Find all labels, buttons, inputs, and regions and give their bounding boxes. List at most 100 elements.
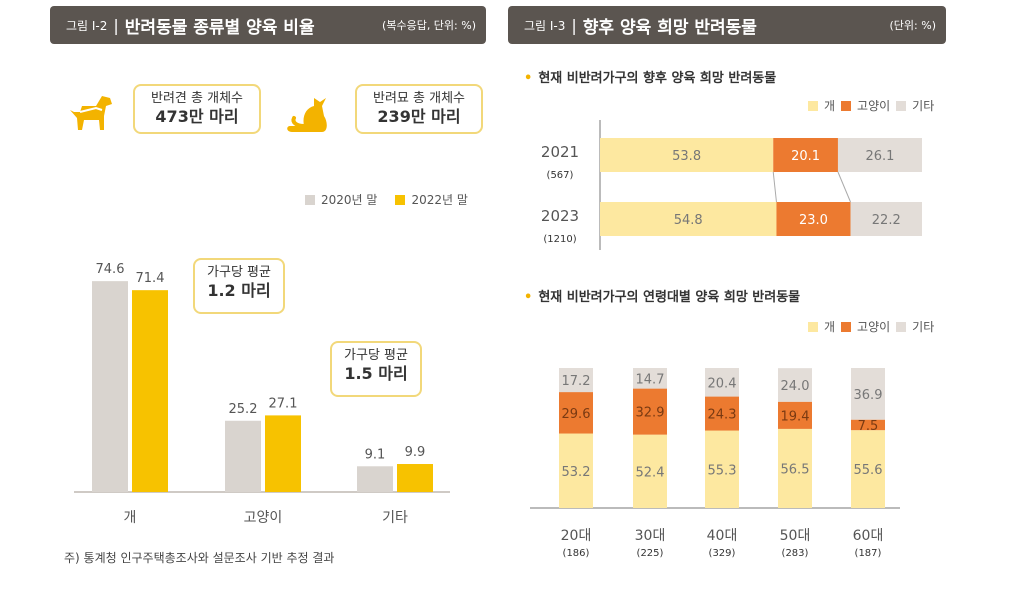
cat-count-line1: 반려묘 총 개체수 (373, 91, 465, 106)
bar-label-개-2020년 말: 74.6 (96, 262, 125, 277)
bar-개-2020년 말 (92, 281, 128, 492)
stack-40대-고양이 (705, 396, 739, 431)
bar-개-2022년 말 (132, 290, 168, 492)
legend-label-2022: 2022년 말 (411, 193, 468, 207)
legend2-label-dog: 개 (824, 320, 836, 334)
legend2-label-other: 기타 (912, 320, 935, 334)
age-sample-50대: (283) (782, 548, 809, 559)
left-header-divider: | (113, 15, 119, 35)
row-sample-2021: (567) (547, 170, 574, 181)
dog-count-bubble: 반려견 총 개체수 473만 마리 (133, 84, 261, 134)
avg-cat-line1: 가구당 평균 (344, 348, 408, 363)
bar-고양이-2020년 말 (225, 420, 261, 492)
hbar-2023-고양이 (776, 202, 851, 236)
right-subtitle-1-text: 현재 비반려가구의 향후 양육 희망 반려동물 (538, 71, 777, 86)
legend2-swatch-other (896, 321, 907, 332)
stack-20대-개 (559, 433, 593, 508)
legend1-label-cat: 고양이 (857, 99, 891, 113)
legend1-swatch-dog (808, 100, 818, 111)
avg-dog-line2: 1.2 마리 (207, 281, 271, 301)
row-sample-2023: (1210) (543, 234, 576, 245)
avg-dog-line1: 가구당 평균 (207, 265, 271, 280)
legend-swatch-2022 (395, 194, 406, 205)
left-footnote: 주) 통계청 인구주택총조사와 설문조사 기반 추정 결과 (64, 551, 335, 565)
stack-label-20대-기타: 17.2 (562, 374, 591, 389)
stack-label-40대-기타: 20.4 (708, 376, 737, 391)
age-label-50대: 50대 (780, 528, 811, 544)
hbar-2021-개 (600, 138, 774, 172)
stack-60대-기타 (851, 368, 885, 420)
future-pet-hbar-chart: 53.8 20.1 26.1 2021 (567) 54.8 23.0 22.2 2023 (12… (541, 120, 922, 250)
left-legend: 2020년 말 2022년 말 (305, 191, 468, 208)
stack-50대-개 (778, 428, 812, 508)
category-label-기타: 기타 (382, 510, 408, 526)
stack-label-30대-고양이: 32.9 (636, 406, 665, 421)
cat-icon (287, 98, 327, 132)
age-label-40대: 40대 (707, 528, 738, 544)
hbar-label-2021-기타: 26.1 (866, 149, 895, 164)
connector-line-1 (837, 171, 851, 203)
dog-count-line1: 반려견 총 개체수 (151, 91, 243, 106)
bar-label-기타-2022년 말: 9.9 (405, 445, 426, 460)
dog-count-line2: 473만 마리 (155, 107, 239, 127)
right-subtitle-2: • 현재 비반려가구의 연령대별 양육 희망 반려동물 (524, 290, 801, 305)
age-label-20대: 20대 (561, 528, 592, 544)
stack-label-50대-고양이: 19.4 (781, 409, 810, 424)
hbar-2023-기타 (850, 202, 922, 236)
legend1-swatch-cat (841, 100, 852, 111)
avg-cat-bubble: 가구당 평균 1.5 마리 (330, 341, 422, 397)
right-legend-1: 개 고양이 기타 (808, 97, 934, 114)
hbar-label-2023-고양이: 23.0 (799, 213, 828, 228)
legend-label-2020: 2020년 말 (321, 193, 378, 207)
right-legend-2: 개 고양이 기타 (808, 318, 934, 335)
bar-기타-2020년 말 (357, 466, 393, 492)
stack-label-60대-개: 55.6 (854, 463, 883, 478)
left-unit: (복수응답, 단위: %) (382, 19, 476, 32)
stack-label-50대-개: 56.5 (781, 462, 810, 477)
stack-30대-고양이 (633, 388, 667, 435)
age-sample-20대: (186) (563, 548, 590, 559)
right-figure-label: 그림 Ⅰ-3 (524, 18, 566, 33)
stack-50대-고양이 (778, 401, 812, 429)
stack-label-30대-개: 52.4 (636, 465, 665, 480)
stack-label-40대-고양이: 24.3 (708, 408, 737, 423)
age-group-stacked-chart: 53.2 29.6 17.2 20대 (186) 52.4 32.9 14.7 30대 (225)… (530, 368, 900, 559)
left-title: 반려동물 종류별 양육 비율 (124, 17, 315, 38)
bar-label-기타-2020년 말: 9.1 (365, 447, 386, 462)
stack-label-60대-기타: 36.9 (854, 388, 883, 403)
right-subtitle-1: • 현재 비반려가구의 향후 양육 희망 반려동물 (524, 71, 777, 86)
legend1-label-dog: 개 (824, 99, 836, 113)
right-subtitle-2-text: 현재 비반려가구의 연령대별 양육 희망 반려동물 (538, 290, 801, 305)
bar-label-개-2022년 말: 71.4 (136, 271, 165, 286)
age-label-30대: 30대 (635, 528, 666, 544)
stack-label-30대-기타: 14.7 (636, 372, 665, 387)
category-label-고양이: 고양이 (244, 510, 283, 526)
age-label-60대: 60대 (853, 528, 884, 544)
hbar-2023-개 (600, 202, 777, 236)
stack-60대-고양이 (851, 419, 885, 431)
hbar-label-2021-개: 53.8 (672, 149, 701, 164)
left-figure-label: 그림 Ⅰ-2 (66, 18, 108, 33)
stack-20대-고양이 (559, 392, 593, 434)
row-label-2023: 2023 (541, 207, 579, 225)
bar-고양이-2022년 말 (265, 415, 301, 492)
hbar-label-2021-고양이: 20.1 (791, 149, 820, 164)
stack-label-50대-기타: 24.0 (781, 379, 810, 394)
legend2-label-cat: 고양이 (857, 320, 891, 334)
stack-30대-개 (633, 434, 667, 508)
bar-label-고양이-2020년 말: 25.2 (229, 402, 258, 417)
stack-label-40대-개: 55.3 (708, 463, 737, 478)
right-unit: (단위: %) (889, 19, 936, 32)
hbar-label-2023-기타: 22.2 (872, 213, 901, 228)
legend2-swatch-cat (841, 321, 852, 332)
cat-count-bubble: 반려묘 총 개체수 239만 마리 (355, 84, 483, 134)
cat-count-line2: 239만 마리 (377, 107, 461, 127)
category-label-개: 개 (124, 510, 137, 526)
legend1-swatch-other (896, 100, 907, 111)
stack-30대-기타 (633, 368, 667, 389)
age-sample-30대: (225) (637, 548, 664, 559)
stack-50대-기타 (778, 368, 812, 402)
stack-label-60대-고양이: 7.5 (858, 419, 879, 434)
left-header: 그림 Ⅰ-2 | 반려동물 종류별 양육 비율 (복수응답, 단위: %) (50, 6, 486, 44)
age-sample-40대: (329) (709, 548, 736, 559)
